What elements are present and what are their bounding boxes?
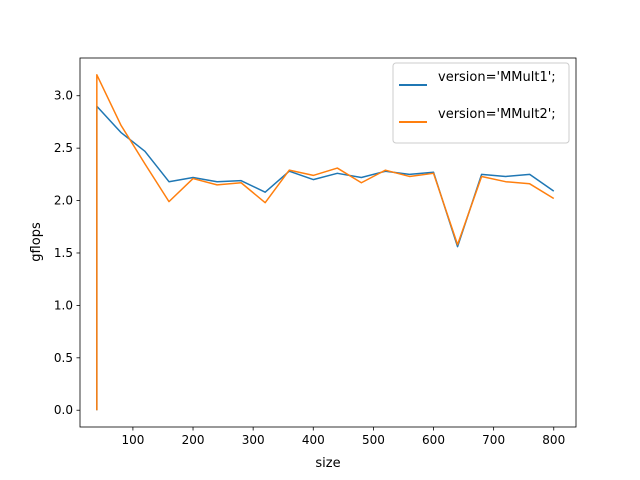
plot-frame [79,57,577,428]
x-tick-label: 700 [482,433,505,447]
y-tick-label: 1.5 [54,246,73,260]
x-tick-label: 500 [362,433,385,447]
y-axis-ticks: 0.0 0.5 1.0 1.5 2.0 2.5 3.0 [54,89,80,417]
legend-label-mmult1: version='MMult1'; [438,70,556,85]
y-tick-label: 1.0 [54,298,73,312]
legend: version='MMult1'; version='MMult2'; [392,62,570,144]
x-tick-label: 400 [302,433,325,447]
x-axis-label: size [315,456,340,471]
legend-label-mmult2: version='MMult2'; [438,107,556,122]
legend-frame [392,62,570,144]
x-axis-ticks: 100 200 300 400 500 600 700 800 [121,427,565,447]
y-axis-label: gflops [29,222,44,262]
y-tick-label: 2.5 [54,141,73,155]
x-tick-label: 300 [242,433,265,447]
y-tick-label: 0.0 [54,403,73,417]
y-tick-label: 0.5 [54,351,73,365]
x-tick-label: 800 [542,433,565,447]
series-layer [96,74,555,411]
x-tick-label: 600 [422,433,445,447]
x-tick-label: 200 [182,433,205,447]
y-tick-label: 2.0 [54,194,73,208]
y-tick-label: 3.0 [54,89,73,103]
x-tick-label: 100 [121,433,144,447]
series-line-2 [96,74,555,411]
axes-layer [79,57,577,428]
